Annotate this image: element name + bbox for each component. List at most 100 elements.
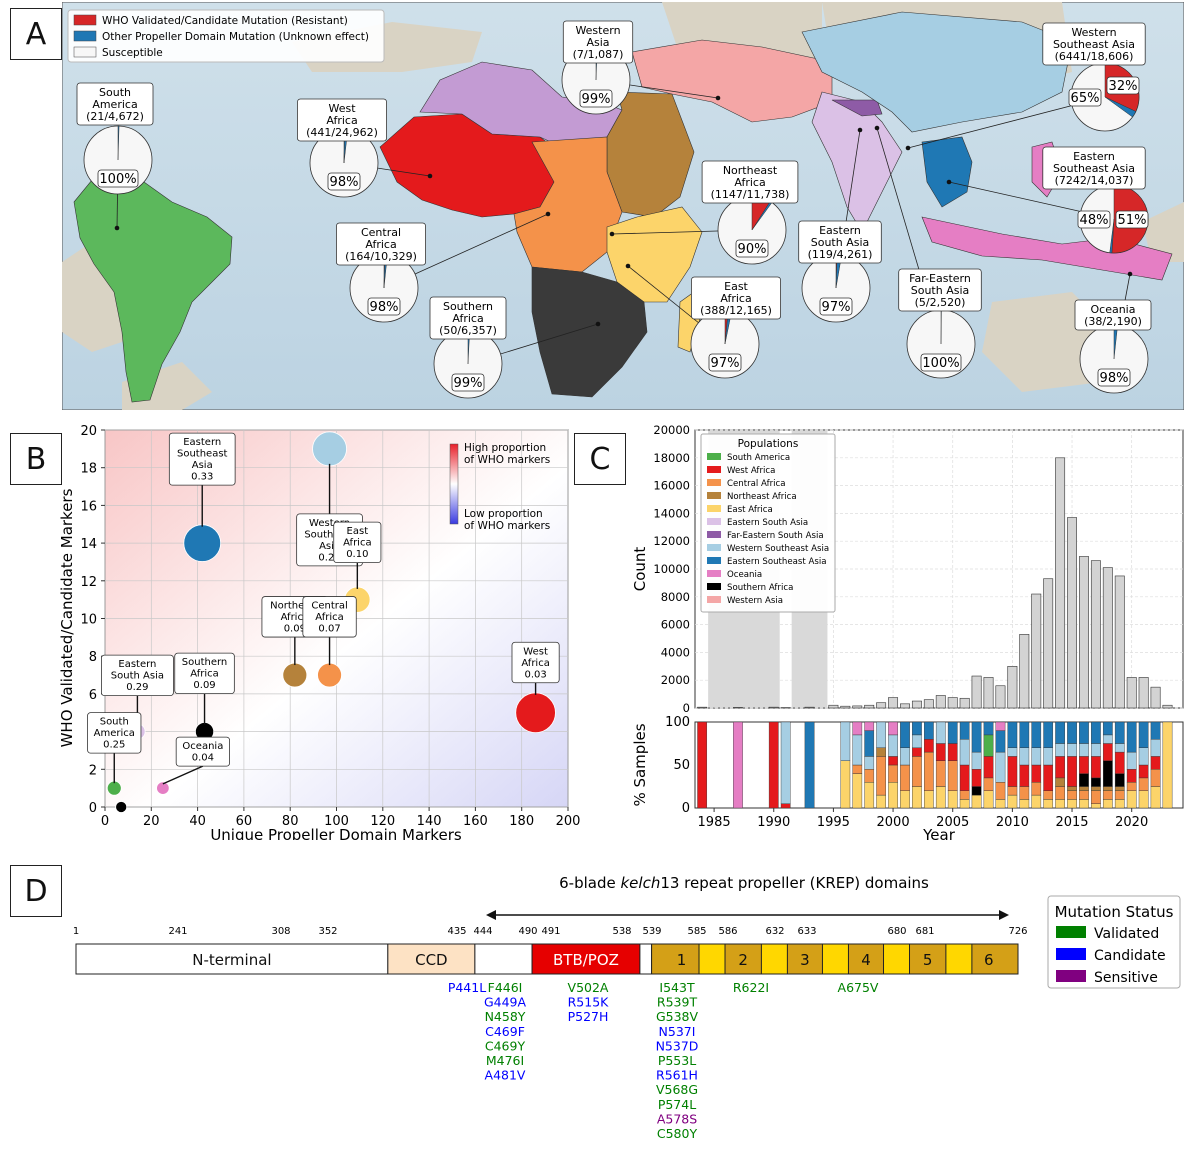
percent-bar-segment <box>840 721 851 761</box>
percent-bar-segment <box>947 790 958 809</box>
pie-percent-box <box>708 353 742 372</box>
pie-percent-box <box>1068 88 1102 107</box>
mutation-c469f: C469F <box>485 1024 525 1039</box>
position-label: 435 <box>447 926 466 937</box>
count-bar <box>1055 457 1066 709</box>
pie-label-box <box>898 268 982 312</box>
domain-segment-n-terminal <box>75 943 389 975</box>
pie-percent-box <box>451 373 485 392</box>
percent-bar-segment <box>971 721 982 753</box>
domain-label-1: 1 <box>677 951 687 969</box>
scatter-point <box>282 662 308 688</box>
percent-bar-segment <box>912 756 922 787</box>
scatter-point <box>317 662 342 688</box>
scatter-label-value: 0.09 <box>193 680 215 691</box>
percent-bar-segment <box>1067 721 1077 744</box>
scatter-label-name: America <box>94 728 135 739</box>
blade-linker <box>945 943 973 975</box>
population-label-far-eastern-south-asia: Far-Eastern South Asia <box>727 531 824 541</box>
pie-percent-box <box>1077 210 1111 229</box>
domain-label-6: 6 <box>984 951 994 969</box>
pie-anchor-dot <box>545 211 551 217</box>
percent-bar-segment <box>900 721 910 748</box>
percent-bar-segment <box>1091 743 1101 757</box>
scatter-label-name: Oceania <box>182 741 223 752</box>
pie-percent-box <box>1097 368 1131 387</box>
percent-bar-segment <box>1126 782 1137 792</box>
population-label-northeast-africa: Northeast Africa <box>727 492 797 502</box>
percent-bar-segment <box>1019 764 1030 787</box>
percent-bar-segment <box>947 760 958 792</box>
pie-label-box <box>335 222 426 266</box>
percent-bar-segment <box>876 747 886 757</box>
scatter-label-name: West <box>523 646 548 657</box>
percent-bar-segment <box>947 721 958 744</box>
percent-bar-segment <box>1007 786 1018 796</box>
mutation-legend: Mutation Status Validated Candidate Sens… <box>1047 895 1181 989</box>
percent-bar-segment <box>959 790 970 800</box>
mutation-v568g: V568G <box>656 1082 698 1097</box>
percent-bar-segment <box>852 764 863 774</box>
percent-bar-segment <box>995 730 1006 753</box>
scatter-ytick-label: 8 <box>89 650 97 665</box>
panel-label-a: A <box>10 8 62 60</box>
percent-bar-segment <box>1102 786 1113 792</box>
scatter-panel: 0204060801001201401601802000246810121416… <box>58 424 580 840</box>
pie-label-name: East <box>724 280 748 293</box>
legend-swatch-sensitive <box>1056 970 1086 982</box>
scatter-label-value: 0.09 <box>284 624 306 635</box>
percent-bar-segment <box>1091 756 1101 779</box>
percent-bar-segment <box>888 764 898 783</box>
scatter-label-name: Southeast <box>304 529 355 540</box>
pie-percent-box <box>579 89 613 108</box>
percent-bar-segment <box>1102 743 1113 761</box>
scatter-xtick-label: 0 <box>101 814 109 829</box>
percent-ytick-label: 0 <box>682 801 690 816</box>
pie-percent-box <box>735 239 769 258</box>
year-xtick-label: 2020 <box>1115 815 1148 830</box>
population-swatch-east-africa <box>707 505 721 512</box>
count-bar <box>959 697 970 709</box>
pie-label-count: (441/24,962) <box>306 126 378 139</box>
mutation-p553l: P553L <box>658 1053 696 1068</box>
percent-bar-segment <box>983 734 994 757</box>
percent-bar-segment <box>971 786 982 796</box>
domain-label-5: 5 <box>923 951 933 969</box>
blade-linker <box>760 943 788 975</box>
mutation-p527h: P527H <box>568 1009 609 1024</box>
count-ytick-label: 14000 <box>653 506 690 520</box>
mutation-v502a: V502A <box>568 980 609 995</box>
count-bar <box>995 685 1006 709</box>
year-xtick-label: 2005 <box>936 815 969 830</box>
percent-bar-segment <box>1138 790 1149 809</box>
percent-bar-segment <box>864 782 875 809</box>
population-label-western-asia: Western Asia <box>727 596 783 606</box>
population-label-east-africa: East Africa <box>727 505 773 515</box>
count-bar <box>1079 556 1089 709</box>
count-ylabel: Count <box>631 547 649 592</box>
pie-percent-box <box>1115 210 1149 229</box>
domain-label-2: 2 <box>738 951 748 969</box>
count-bar <box>923 699 934 709</box>
pie-label-count: (164/10,329) <box>345 250 417 263</box>
percent-bar-segment <box>1091 790 1101 804</box>
percent-bar-segment <box>1031 747 1042 766</box>
percent-bar-segment <box>864 756 875 770</box>
pie-label-name: South Asia <box>811 236 870 249</box>
scatter-xtick-label: 180 <box>509 814 534 829</box>
legend-label-validated: Validated <box>1094 926 1159 942</box>
count-bar <box>1114 575 1125 709</box>
count-bar <box>1019 634 1030 709</box>
percent-bar-segment <box>1067 790 1077 800</box>
percent-bar-segment <box>1150 721 1161 740</box>
scatter-ylabel: WHO Validated/Candidate Markers <box>58 488 76 747</box>
percent-bar-segment <box>1114 773 1125 787</box>
